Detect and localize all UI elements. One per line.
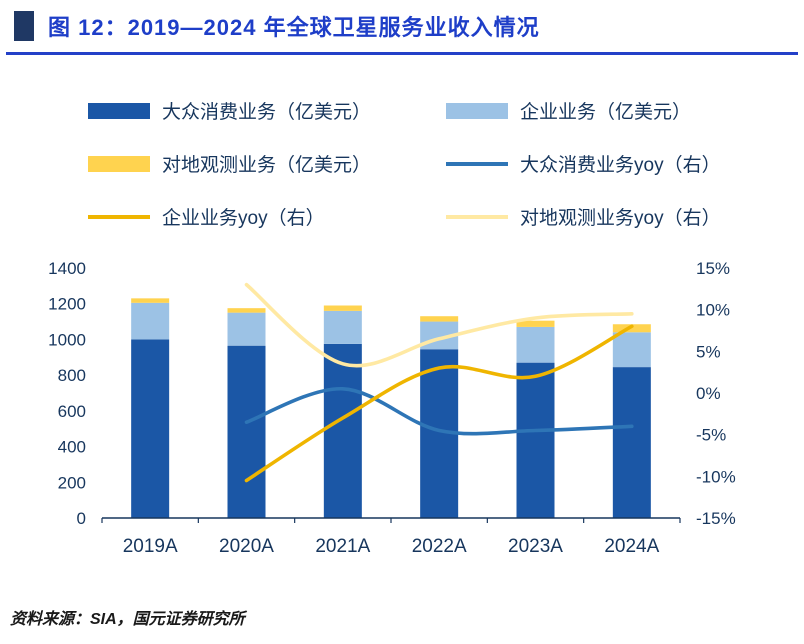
right-axis-tick-label: 0% bbox=[696, 384, 721, 403]
x-axis-category-label: 2021A bbox=[315, 536, 370, 557]
legend-swatch-earthobs-yoy-line bbox=[446, 214, 508, 219]
left-axis-tick-label: 1200 bbox=[48, 295, 86, 314]
figure-header: 图 12：2019—2024 年全球卫星服务业收入情况 bbox=[6, 0, 798, 55]
left-axis-tick-label: 200 bbox=[58, 473, 86, 492]
legend-label: 对地观测业务（亿美元） bbox=[162, 155, 372, 176]
left-axis-tick-label: 400 bbox=[58, 438, 86, 457]
left-axis-tick-label: 1400 bbox=[48, 259, 86, 278]
title-accent-block bbox=[14, 11, 34, 41]
bar-segment bbox=[612, 367, 651, 518]
right-axis-tick-label: 5% bbox=[696, 342, 721, 361]
legend-swatch-consumer-yoy-line bbox=[446, 161, 508, 166]
x-axis-category-label: 2020A bbox=[219, 536, 274, 557]
chart-legend: 大众消费业务（亿美元） 企业业务（亿美元） 对地观测业务（亿美元） 大众消费业务… bbox=[88, 97, 774, 230]
legend-label: 企业业务yoy（右） bbox=[162, 208, 325, 229]
bar-segment bbox=[323, 305, 362, 311]
legend-item-enterprise-yoy: 企业业务yoy（右） bbox=[88, 203, 416, 230]
bar-segment bbox=[516, 320, 555, 327]
legend-swatch-consumer-bar bbox=[88, 102, 150, 119]
bar-segment bbox=[131, 298, 170, 303]
bar-segment bbox=[131, 339, 170, 518]
right-axis-tick-label: -5% bbox=[696, 426, 726, 445]
chart-area: 0 200 400 600 800 1000 1200 1400 -15% -10% -5% 0% 5%… bbox=[10, 252, 804, 579]
bar-segment bbox=[323, 310, 362, 344]
yoy-line bbox=[244, 324, 634, 483]
left-axis-tick-label: 1000 bbox=[48, 330, 86, 349]
bar-segment bbox=[612, 332, 651, 368]
legend-item-consumer-bar: 大众消费业务（亿美元） bbox=[88, 97, 416, 124]
legend-swatch-enterprise-bar bbox=[446, 102, 508, 119]
legend-item-enterprise-bar: 企业业务（亿美元） bbox=[446, 97, 774, 124]
yoy-line bbox=[244, 386, 634, 436]
bar-segment bbox=[227, 345, 266, 518]
legend-swatch-earthobs-bar bbox=[88, 155, 150, 172]
bar-segment bbox=[227, 312, 266, 346]
bar-segment bbox=[323, 343, 362, 518]
bar-segment bbox=[227, 308, 266, 313]
legend-item-earthobs-yoy: 对地观测业务yoy（右） bbox=[446, 203, 774, 230]
legend-label: 大众消费业务yoy（右） bbox=[520, 155, 721, 176]
x-axis-category-label: 2022A bbox=[412, 536, 467, 557]
legend-item-consumer-yoy: 大众消费业务yoy（右） bbox=[446, 150, 774, 177]
legend-label: 对地观测业务yoy（右） bbox=[520, 208, 721, 229]
legend-item-earthobs-bar: 对地观测业务（亿美元） bbox=[88, 150, 416, 177]
source-note: 资料来源：SIA，国元证券研究所 bbox=[10, 611, 245, 628]
x-axis-category-label: 2023A bbox=[508, 536, 563, 557]
right-axis-tick-label: 10% bbox=[696, 301, 730, 320]
x-axis-category-label: 2019A bbox=[123, 536, 178, 557]
bar-segment bbox=[420, 316, 459, 322]
legend-swatch-enterprise-yoy-line bbox=[88, 214, 150, 219]
figure-title: 图 12：2019—2024 年全球卫星服务业收入情况 bbox=[48, 15, 540, 40]
left-axis-tick-label: 800 bbox=[58, 366, 86, 385]
bar-segment bbox=[131, 302, 170, 340]
yoy-line bbox=[244, 282, 634, 368]
x-axis-category-label: 2024A bbox=[604, 536, 659, 557]
legend-label: 大众消费业务（亿美元） bbox=[162, 102, 372, 123]
right-axis-tick-label: -15% bbox=[696, 509, 736, 528]
bar-segment bbox=[516, 362, 555, 518]
revenue-chart: 0 200 400 600 800 1000 1200 1400 -15% -10% -5% 0% 5%… bbox=[48, 259, 736, 557]
right-axis-tick-label: 15% bbox=[696, 259, 730, 278]
right-axis-tick-label: -10% bbox=[696, 467, 736, 486]
left-axis-tick-label: 0 bbox=[77, 509, 86, 528]
legend-label: 企业业务（亿美元） bbox=[520, 102, 692, 123]
left-axis-tick-label: 600 bbox=[58, 402, 86, 421]
bar-segment bbox=[516, 326, 555, 363]
